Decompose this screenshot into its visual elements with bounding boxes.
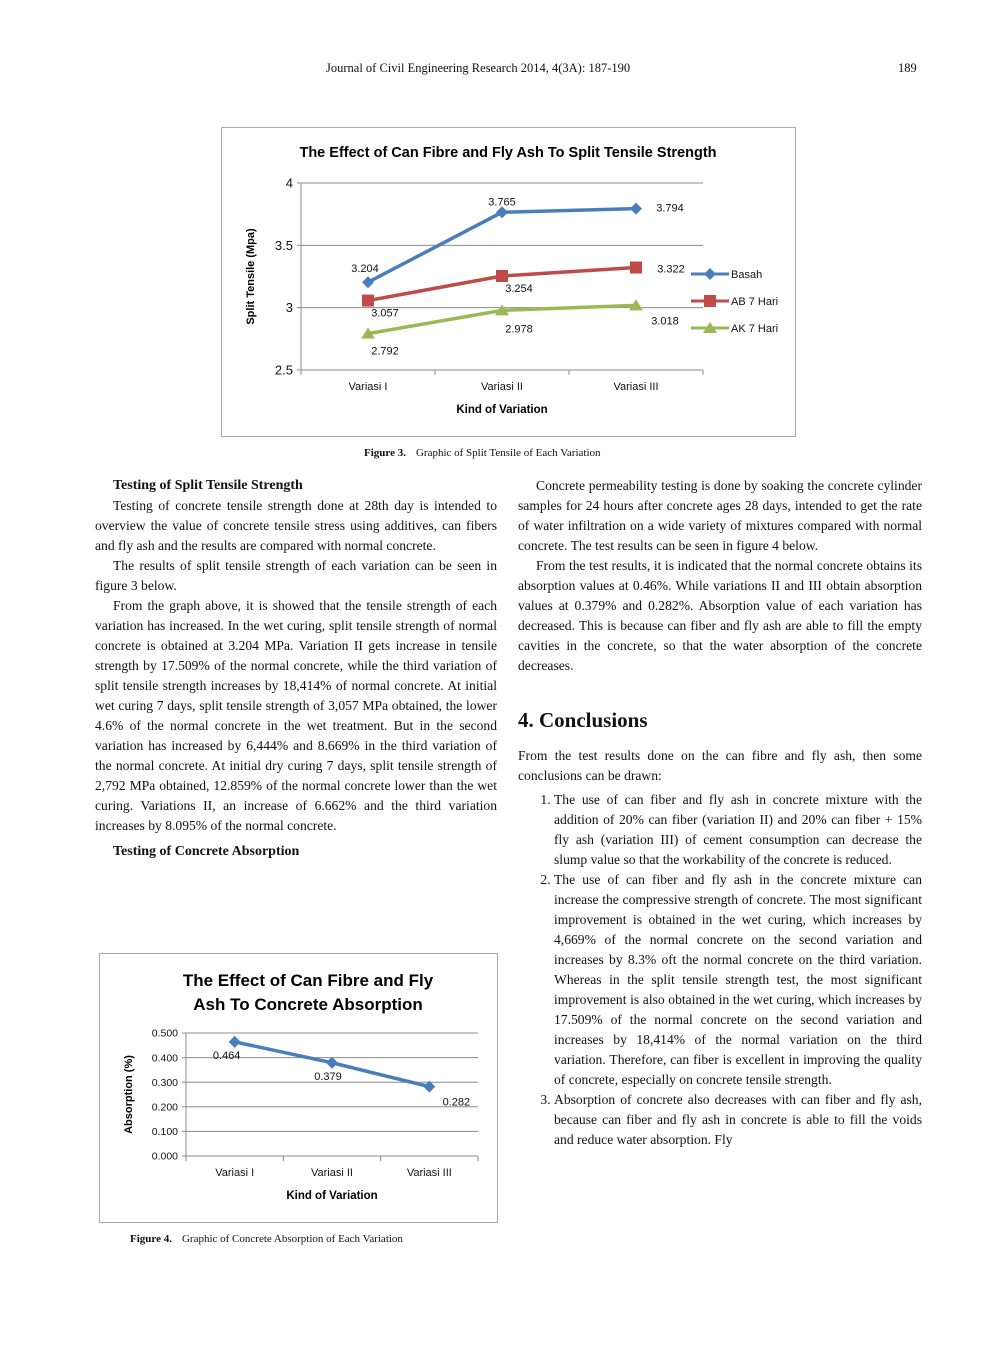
- x-tick-label: Variasi II: [481, 381, 523, 393]
- conclusion-item: The use of can fiber and fly ash in conc…: [554, 790, 922, 870]
- y-tick-label: 0.100: [152, 1126, 178, 1138]
- data-label: 3.204: [351, 263, 379, 275]
- data-point-marker: [629, 299, 643, 311]
- y-tick-label: 0.200: [152, 1101, 178, 1113]
- page-number: 189: [898, 61, 917, 75]
- left-column: Testing of Split Tensile Strength Testin…: [95, 476, 497, 862]
- conclusions-intro: From the test results done on the can fi…: [518, 748, 922, 783]
- x-tick-label: Variasi II: [311, 1167, 353, 1179]
- section-heading-split-tensile: Testing of Split Tensile Strength: [113, 478, 303, 493]
- legend-marker: [704, 268, 716, 280]
- figure-3-caption: Figure 3. Graphic of Split Tensile of Eac…: [364, 447, 601, 459]
- figure-3-label: Figure 3.: [364, 447, 406, 459]
- x-tick-label: Variasi I: [349, 381, 388, 393]
- absorption-chart: The Effect of Can Fibre and Fly Ash To Co…: [123, 971, 479, 1202]
- x-axis-label: Kind of Variation: [286, 1190, 377, 1202]
- figure-3-chart: The Effect of Can Fibre and Fly Ash To S…: [221, 127, 796, 437]
- running-head: Journal of Civil Engineering Research 20…: [326, 61, 631, 75]
- paragraph: From the test results, it is indicated t…: [518, 558, 922, 673]
- legend-marker: [703, 322, 717, 333]
- paragraph: Concrete permeability testing is done by…: [518, 478, 922, 553]
- figure-4-label: Figure 4.: [130, 1233, 172, 1245]
- paragraph: From the graph above, it is showed that …: [95, 598, 497, 833]
- figure-4-chart: The Effect of Can Fibre and Fly Ash To Co…: [99, 953, 498, 1223]
- x-tick-label: Variasi III: [613, 381, 658, 393]
- chart-title: The Effect of Can Fibre and Fly: [183, 971, 434, 990]
- x-tick-label: Variasi I: [215, 1167, 254, 1179]
- split-tensile-chart: The Effect of Can Fibre and Fly Ash To S…: [245, 145, 778, 416]
- data-label: 3.254: [505, 283, 533, 295]
- data-point-marker: [423, 1080, 436, 1093]
- chart-title: Ash To Concrete Absorption: [193, 995, 423, 1014]
- y-tick-label: 2.5: [275, 363, 293, 378]
- chart-title: The Effect of Can Fibre and Fly Ash To S…: [299, 145, 716, 161]
- conclusions-heading: 4. Conclusions: [518, 708, 648, 732]
- data-point-marker: [362, 294, 374, 307]
- data-label: 0.464: [213, 1050, 241, 1062]
- y-tick-label: 3.5: [275, 238, 293, 253]
- y-tick-label: 0.300: [152, 1077, 178, 1089]
- y-tick-label: 0.500: [152, 1028, 178, 1040]
- legend-marker: [704, 295, 716, 307]
- x-tick-label: Variasi III: [407, 1167, 452, 1179]
- data-point-marker: [228, 1035, 241, 1048]
- conclusions-list: The use of can fiber and fly ash in conc…: [518, 790, 922, 1150]
- figure-4-caption-text: Graphic of Concrete Absorption of Each V…: [181, 1233, 403, 1245]
- data-point-marker: [362, 276, 374, 289]
- paragraph: Testing of concrete tensile strength don…: [95, 498, 497, 553]
- data-label: 3.794: [656, 203, 684, 215]
- data-point-marker: [496, 206, 508, 219]
- data-point-marker: [630, 202, 642, 215]
- x-axis-label: Kind of Variation: [456, 404, 547, 416]
- data-label: 3.765: [488, 196, 516, 208]
- data-point-marker: [496, 270, 508, 283]
- legend-label: AB 7 Hari: [731, 296, 778, 308]
- conclusion-item: The use of can fiber and fly ash in the …: [554, 870, 922, 1090]
- data-label: 3.322: [657, 264, 685, 276]
- figure-3-caption-text: Graphic of Split Tensile of Each Variati…: [415, 447, 601, 459]
- figure-4-caption: Figure 4. Graphic of Concrete Absorption …: [130, 1233, 403, 1245]
- data-point-marker: [326, 1056, 338, 1069]
- paragraph: The results of split tensile strength of…: [95, 558, 497, 593]
- data-label: 3.057: [371, 308, 399, 320]
- conclusion-item: Absorption of concrete also decreases wi…: [554, 1090, 922, 1150]
- data-label: 2.792: [371, 346, 399, 358]
- y-tick-label: 0.000: [152, 1151, 178, 1163]
- data-label: 0.282: [443, 1097, 471, 1109]
- section-heading-absorption: Testing of Concrete Absorption: [113, 844, 300, 859]
- y-tick-label: 4: [286, 176, 293, 191]
- right-column: Concrete permeability testing is done by…: [518, 476, 922, 1150]
- legend-label: AK 7 Hari: [731, 323, 778, 335]
- data-point-marker: [495, 304, 509, 316]
- data-label: 2.978: [505, 323, 533, 335]
- data-point-marker: [361, 327, 375, 339]
- y-tick-label: 0.400: [152, 1052, 178, 1064]
- y-axis-label: Absorption (%): [123, 1055, 135, 1134]
- data-label: 0.379: [314, 1071, 342, 1083]
- data-label: 3.018: [651, 315, 679, 327]
- data-point-marker: [630, 261, 642, 274]
- y-axis-label: Split Tensile (Mpa): [245, 228, 257, 325]
- y-tick-label: 3: [286, 300, 293, 315]
- legend-label: Basah: [731, 269, 762, 281]
